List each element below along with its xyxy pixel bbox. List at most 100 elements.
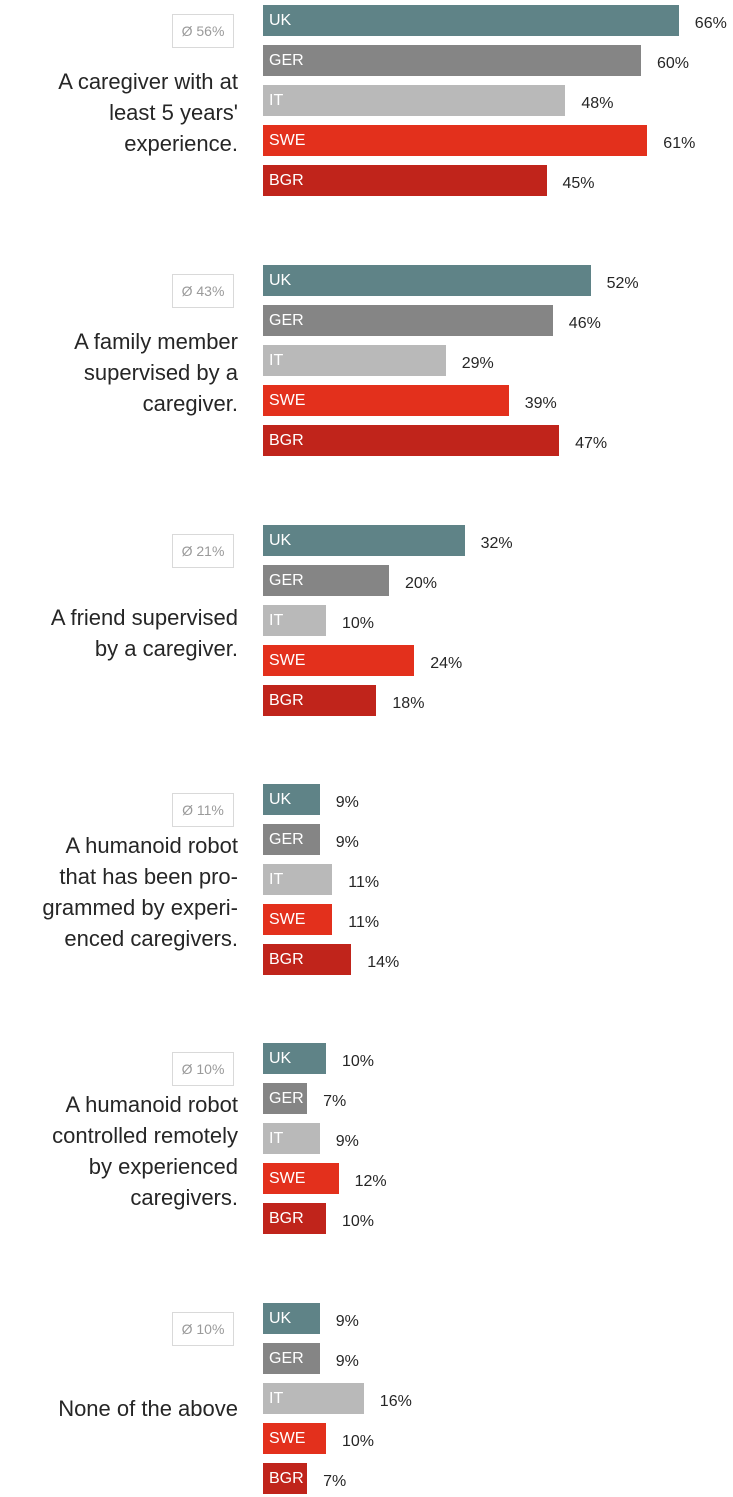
bar-country-label: GER [269, 831, 304, 848]
bar-country-label: SWE [269, 911, 306, 928]
question-label: None of the above [58, 1396, 238, 1421]
value-label: 12% [354, 1173, 387, 1190]
value-label: 9% [335, 834, 359, 851]
bar-country-label: BGR [269, 692, 304, 709]
bar-country-label: UK [269, 12, 292, 29]
bar-country-label: IT [269, 612, 284, 629]
question-label: A family member supervised by a caregiver. [74, 329, 238, 416]
bar-uk: UK [263, 265, 591, 296]
bar-it: IT [263, 345, 446, 376]
bar-country-label: BGR [269, 1470, 304, 1487]
bar-swe: SWE [263, 125, 648, 156]
bar-uk: UK [263, 525, 465, 556]
value-label: 11% [348, 914, 380, 931]
value-label: 7% [323, 1093, 347, 1110]
value-label: 16% [379, 1393, 412, 1410]
value-label: 7% [323, 1473, 347, 1490]
value-label: 9% [335, 1313, 359, 1330]
value-label: 39% [524, 395, 557, 412]
bar-ger: GER [263, 565, 389, 596]
bar-country-label: GER [269, 1350, 304, 1367]
bar-country-label: SWE [269, 392, 306, 409]
value-label: 10% [342, 615, 375, 632]
bar-ger: GER [263, 1343, 320, 1374]
average-badge: Ø 10% [172, 1052, 234, 1086]
value-label: 14% [367, 954, 400, 971]
bar-swe: SWE [263, 385, 509, 416]
bar-country-label: UK [269, 1050, 292, 1067]
value-label: 60% [657, 55, 690, 72]
value-label: 9% [335, 1353, 359, 1370]
bar-country-label: IT [269, 1390, 284, 1407]
bar-country-label: GER [269, 572, 304, 589]
bar-bgr: BGR [263, 944, 352, 975]
bar-country-label: SWE [269, 652, 306, 669]
value-label: 10% [342, 1053, 375, 1070]
bar-country-label: UK [269, 532, 292, 549]
bar-country-label: IT [269, 871, 284, 888]
bar-swe: SWE [263, 1163, 339, 1194]
average-badge: Ø 43% [172, 274, 234, 308]
bar-swe: SWE [263, 645, 415, 676]
average-badge: Ø 56% [172, 14, 234, 48]
bar-country-label: BGR [269, 432, 304, 449]
bar-bgr: BGR [263, 1203, 326, 1234]
bar-bgr: BGR [263, 165, 547, 196]
bar-ger: GER [263, 45, 641, 76]
bar-it: IT [263, 1123, 320, 1154]
bar-country-label: SWE [269, 1170, 306, 1187]
bar-bgr: BGR [263, 685, 377, 716]
bar-country-label: BGR [269, 172, 304, 189]
value-label: 32% [480, 535, 513, 552]
bar-uk: UK [263, 784, 320, 815]
bar-uk: UK [263, 5, 679, 36]
bar-country-label: UK [269, 1310, 292, 1327]
bar-country-label: BGR [269, 1210, 304, 1227]
bar-country-label: SWE [269, 132, 306, 149]
average-badge: Ø 11% [172, 793, 234, 827]
question-label: A friend supervised by a caregiver. [50, 605, 238, 661]
question-label: A humanoid robot controlled remotely by ex… [52, 1092, 238, 1210]
value-label: 11% [348, 874, 380, 891]
value-label: 47% [575, 435, 608, 452]
value-label: 46% [568, 315, 601, 332]
bar-it: IT [263, 605, 326, 636]
value-label: 45% [562, 175, 595, 192]
bar-country-label: GER [269, 1090, 304, 1107]
bar-bgr: BGR [263, 425, 560, 456]
value-label: 66% [694, 15, 727, 32]
value-label: 20% [405, 575, 438, 592]
bar-country-label: IT [269, 352, 284, 369]
value-label: 48% [581, 95, 614, 112]
question-label: A caregiver with at least 5 years' experie… [58, 69, 238, 156]
bar-bgr: BGR [263, 1463, 308, 1494]
bar-it: IT [263, 864, 333, 895]
bar-country-label: IT [269, 92, 284, 109]
question-label: A humanoid robot that has been pro-gramme… [42, 833, 238, 951]
bar-ger: GER [263, 305, 553, 336]
bar-ger: GER [263, 1083, 308, 1114]
bar-country-label: UK [269, 272, 292, 289]
bar-uk: UK [263, 1043, 326, 1074]
bar-ger: GER [263, 824, 320, 855]
value-label: 18% [392, 695, 425, 712]
bar-country-label: GER [269, 312, 304, 329]
value-label: 10% [342, 1433, 375, 1450]
value-label: 29% [461, 355, 494, 372]
value-label: 61% [663, 135, 696, 152]
average-badge: Ø 21% [172, 534, 234, 568]
bar-swe: SWE [263, 904, 333, 935]
bar-it: IT [263, 1383, 364, 1414]
average-badge: Ø 10% [172, 1312, 234, 1346]
value-label: 10% [342, 1213, 375, 1230]
bar-country-label: UK [269, 791, 292, 808]
bar-country-label: IT [269, 1130, 284, 1147]
value-label: 9% [335, 794, 359, 811]
bar-country-label: SWE [269, 1430, 306, 1447]
value-label: 9% [335, 1133, 359, 1150]
bar-swe: SWE [263, 1423, 326, 1454]
bar-country-label: GER [269, 52, 304, 69]
bar-it: IT [263, 85, 566, 116]
value-label: 52% [606, 275, 639, 292]
